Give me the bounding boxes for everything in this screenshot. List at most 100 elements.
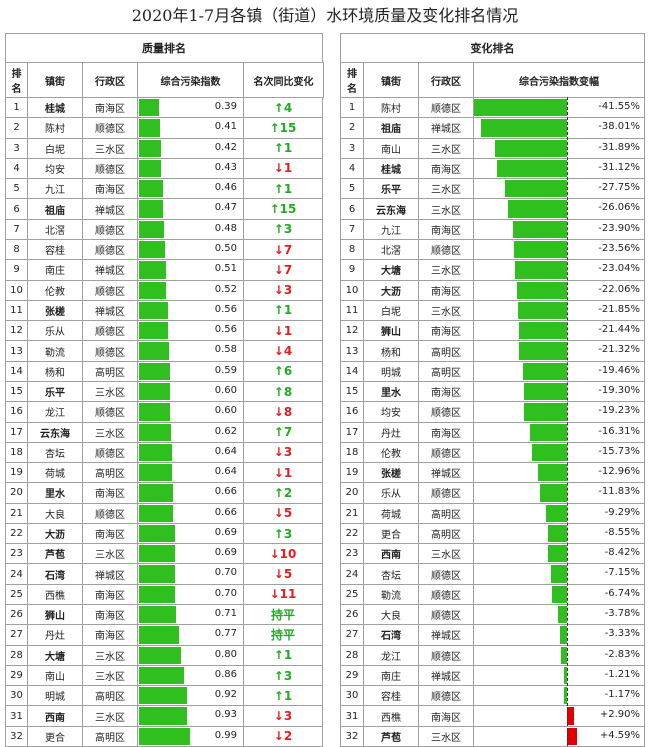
index-bar bbox=[139, 585, 176, 604]
district-cell: 顺德区 bbox=[82, 238, 138, 261]
town-cell: 芦苞 bbox=[363, 725, 419, 747]
rank-cell: 8 bbox=[5, 238, 28, 261]
town-cell: 里水 bbox=[27, 482, 83, 504]
rank-change: ↑7 bbox=[243, 421, 323, 443]
index-value: 0.69 bbox=[214, 526, 237, 538]
index-value: 0.60 bbox=[214, 384, 237, 396]
town-cell: 更合 bbox=[27, 725, 83, 747]
town-cell: 陈村 bbox=[363, 97, 419, 119]
town-cell: 乐平 bbox=[363, 178, 419, 200]
district-cell: 南海区 bbox=[82, 624, 138, 646]
delta-bar bbox=[551, 585, 567, 604]
index-value: 0.46 bbox=[214, 182, 237, 194]
index-value: 0.64 bbox=[214, 445, 237, 457]
index-value: 0.42 bbox=[214, 141, 237, 153]
index-bar bbox=[139, 200, 164, 218]
rank-change: ↓5 bbox=[243, 563, 323, 585]
rank-change: ↑1 bbox=[243, 299, 323, 322]
district-cell: 顺德区 bbox=[418, 563, 474, 585]
delta-value: -6.74% bbox=[604, 587, 640, 599]
rank-change: ↓3 bbox=[243, 705, 323, 727]
town-cell: 明城 bbox=[27, 685, 83, 707]
index-value: 0.60 bbox=[214, 405, 237, 417]
town-cell: 龙江 bbox=[363, 644, 419, 666]
rank-cell: 17 bbox=[340, 421, 364, 443]
delta-bar bbox=[515, 261, 567, 279]
delta-value: +2.90% bbox=[599, 709, 640, 721]
rank-cell: 19 bbox=[5, 462, 28, 484]
town-cell: 大塘 bbox=[27, 644, 83, 666]
rank-change: ↓4 bbox=[243, 340, 323, 362]
rank-change: ↑6 bbox=[243, 360, 323, 382]
district-cell: 禅城区 bbox=[82, 563, 138, 585]
delta-bar bbox=[519, 342, 567, 360]
district-cell: 顺德区 bbox=[82, 340, 138, 362]
rank-change: ↑4 bbox=[243, 97, 323, 119]
town-cell: 西南 bbox=[363, 543, 419, 565]
district-cell: 顺德区 bbox=[82, 117, 138, 139]
rank-change: ↓2 bbox=[243, 725, 323, 747]
delta-bar bbox=[481, 119, 567, 137]
rank-cell: 10 bbox=[340, 279, 364, 301]
delta-bar bbox=[564, 687, 567, 705]
town-cell: 祖庙 bbox=[363, 117, 419, 139]
town-cell: 云东海 bbox=[363, 198, 419, 220]
index-value: 0.58 bbox=[214, 344, 237, 356]
delta-bar bbox=[496, 159, 567, 178]
district-cell: 三水区 bbox=[418, 259, 474, 281]
district-cell: 高明区 bbox=[418, 360, 474, 382]
town-cell: 杨和 bbox=[363, 340, 419, 362]
rank-cell: 5 bbox=[340, 178, 364, 200]
rank-cell: 2 bbox=[5, 117, 28, 139]
town-cell: 西樵 bbox=[27, 583, 83, 606]
index-bar bbox=[139, 382, 171, 401]
rank-change: ↓3 bbox=[243, 441, 323, 464]
district-cell: 三水区 bbox=[418, 543, 474, 565]
district-cell: 三水区 bbox=[418, 198, 474, 220]
rank-change: 持平 bbox=[243, 604, 323, 626]
delta-value: -12.96% bbox=[598, 466, 640, 478]
delta-bar bbox=[523, 362, 567, 380]
index-value: 0.69 bbox=[214, 547, 237, 559]
rank-cell: 29 bbox=[340, 664, 364, 687]
rank-change: ↓1 bbox=[243, 462, 323, 484]
delta-value: -19.46% bbox=[598, 364, 640, 376]
district-cell: 三水区 bbox=[82, 664, 138, 687]
delta-value: -7.15% bbox=[604, 567, 640, 579]
index-value: 0.43 bbox=[214, 161, 237, 173]
rank-change: ↓5 bbox=[243, 502, 323, 524]
section-heading: 质量排名 bbox=[5, 33, 323, 63]
rank-cell: 23 bbox=[340, 543, 364, 565]
town-cell: 大良 bbox=[363, 604, 419, 626]
town-cell: 容桂 bbox=[363, 685, 419, 707]
town-cell: 大沥 bbox=[27, 522, 83, 545]
rank-change: ↓10 bbox=[243, 543, 323, 565]
rank-change: ↑3 bbox=[243, 218, 323, 240]
delta-bar bbox=[473, 99, 567, 117]
rank-cell: 23 bbox=[5, 543, 28, 565]
delta-value: -23.56% bbox=[598, 242, 640, 254]
district-cell: 顺德区 bbox=[82, 441, 138, 464]
index-bar bbox=[139, 139, 161, 157]
index-value: 0.80 bbox=[214, 648, 237, 660]
town-cell: 龙江 bbox=[27, 401, 83, 423]
district-cell: 禅城区 bbox=[418, 664, 474, 687]
district-cell: 南海区 bbox=[418, 380, 474, 403]
index-bar bbox=[139, 99, 160, 117]
index-value: 0.56 bbox=[214, 324, 237, 336]
district-cell: 禅城区 bbox=[418, 624, 474, 646]
delta-value: -1.21% bbox=[604, 668, 640, 680]
rank-cell: 25 bbox=[5, 583, 28, 606]
delta-bar bbox=[504, 180, 567, 198]
delta-value: -3.78% bbox=[604, 608, 640, 620]
rank-change: ↑3 bbox=[243, 522, 323, 545]
column-header: 综合污染指数变幅 bbox=[473, 62, 645, 98]
town-cell: 南山 bbox=[363, 137, 419, 159]
district-cell: 南海区 bbox=[82, 97, 138, 119]
delta-bar bbox=[546, 504, 567, 522]
index-value: 0.52 bbox=[214, 283, 237, 295]
delta-bar bbox=[518, 322, 567, 340]
column-header: 排名 bbox=[340, 62, 364, 98]
rank-cell: 9 bbox=[5, 259, 28, 281]
rank-cell: 17 bbox=[5, 421, 28, 443]
